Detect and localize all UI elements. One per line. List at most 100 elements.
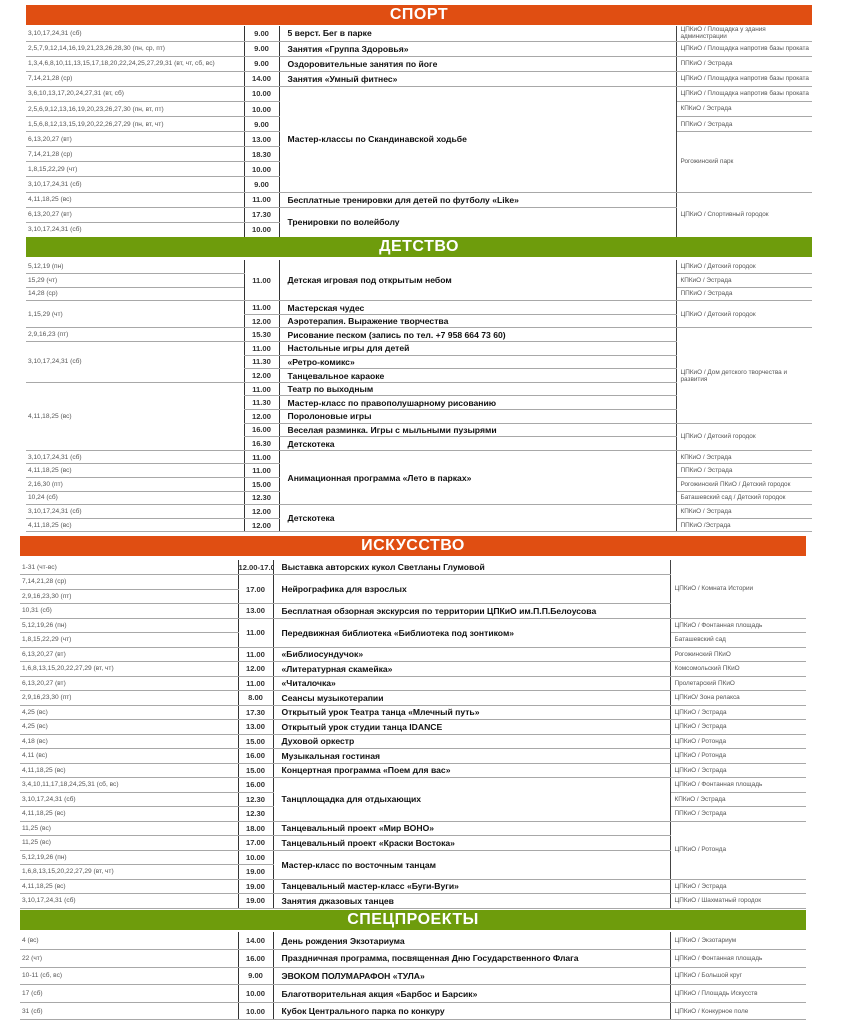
date-cell: 4,11,18,25 (вс)	[26, 463, 244, 478]
date-cell: 3,6,10,13,17,20,24,27,31 (вт, сб)	[26, 86, 244, 102]
time-cell: 10.00	[243, 161, 280, 178]
date-cell: 11,25 (вс)	[20, 821, 238, 836]
venue-cell: ЦПКиО / Эстрада	[670, 719, 806, 735]
time-cell: 10.00	[243, 86, 280, 102]
table-row: 4,11,18,25 (вс) 12.30 ППКиО / Эстрада	[20, 806, 806, 822]
venue-cell: ЦПКиО / Эстрада	[670, 879, 806, 894]
event-cell: Открытый урок Театра танца «Млечный путь…	[273, 705, 671, 720]
venue-cell: КПКиО / Эстрада	[676, 450, 812, 465]
date-cell: 4,25 (вс)	[20, 719, 238, 735]
event-cell: Танцевальное караоке	[279, 368, 677, 383]
time-cell: 9.00	[243, 56, 280, 72]
event-cell: ЭВОКОМ ПОЛУМАРАФОН «ТУЛА»	[273, 967, 671, 986]
table-row: 12.00 Аэротерапия. Выражение творчества	[26, 314, 812, 329]
date-cell: 5,12,19 (пн)	[26, 260, 244, 275]
time-cell: 11.00	[243, 260, 280, 302]
time-cell: 11.00	[237, 618, 274, 648]
date-cell: 6,13,20,27 (вт)	[20, 676, 238, 691]
event-cell: Благотворительная акция «Барбос и Барсик…	[273, 984, 671, 1003]
time-cell: 11.30	[243, 395, 280, 411]
date-cell: 7,14,21,28 (ср)	[26, 146, 244, 163]
date-cell: 2,9,16,23,30 (пт)	[20, 690, 238, 706]
time-cell: 11.00	[243, 341, 280, 356]
time-cell: 12.00	[243, 368, 280, 383]
table-row: 4,11,18,25 (вс) 11.00 ППКиО / Эстрада	[26, 463, 812, 478]
date-cell: 6,13,20,27 (вт)	[26, 207, 244, 223]
table-row: 5,12,19,26 (пн) 10.00 Мастер-класс по вост…	[20, 850, 806, 880]
table-row: 6,13,20,27 (вт) 13.00 Рогожинский парк	[26, 131, 812, 193]
time-cell: 10.00	[237, 1002, 274, 1021]
table-row: 16.00 Веселая разминка. Игры с мыльными п…	[26, 423, 812, 451]
venue-cell: Баташевский сад	[670, 632, 806, 648]
table-row: 2,9,16,23 (пт) 15.30 Рисование песком (зап…	[26, 327, 812, 424]
date-cell: 3,10,17,24,31 (сб)	[20, 893, 238, 909]
event-cell: Детская игровая под открытым небом	[279, 260, 677, 302]
venue-cell: ЦПКиО / Площадка напротив базы проката	[676, 71, 812, 87]
time-cell: 10.00	[237, 984, 274, 1003]
date-cell: 2,9,16,23 (пт)	[26, 327, 244, 343]
event-cell: Мастер-класс по правополушарному рисован…	[279, 395, 677, 411]
venue-cell: ЦПКиО / Экзотариум	[670, 932, 806, 951]
table-row: 4,11,18,25 (вс) 11.00 Театр по выходным	[26, 382, 812, 451]
event-cell: Праздничная программа, посвященная Дню Г…	[273, 949, 671, 968]
table-row: 1,15,29 (чт) 11.00 Мастерская чудес ЦПКиО /…	[26, 300, 812, 329]
venue-cell: ЦПКиО / Большой круг	[670, 967, 806, 986]
time-cell: 11.00	[237, 647, 274, 662]
time-cell: 16.00	[237, 777, 274, 793]
table-row: 22 (чт) 16.00 Праздничная программа, посвя…	[20, 949, 806, 968]
table-row: 6,13,20,27 (вт) 17.30 Тренировки по волейб…	[26, 207, 812, 238]
table-row: 1-31 (чт-вс)12.00-17.00Выставка авторски…	[20, 560, 806, 619]
event-cell: «Библиосундучок»	[273, 647, 671, 662]
table-row: 2,9,16,23,30 (пт)	[20, 589, 806, 604]
date-cell: 31 (сб)	[20, 1002, 238, 1021]
time-cell: 12.00	[237, 661, 274, 677]
table-row: 11,25 (вс) 18.00 Танцевальный проект «Мир …	[20, 821, 806, 880]
table-row: 1,5,6,8,12,13,15,19,20,22,26,27,29 (пн, …	[26, 116, 812, 133]
event-cell: Танцевальный проект «Краски Востока»	[273, 835, 671, 851]
date-cell: 7,14,21,28 (ср)	[20, 574, 238, 590]
time-cell: 12.00	[243, 518, 280, 533]
venue-cell: ППКиО / Эстрада	[670, 806, 806, 822]
time-cell: 15.30	[243, 327, 280, 343]
event-cell: Бесплатные тренировки для детей по футбо…	[279, 192, 677, 208]
table-row: 2,16,30 (пт) 15.00 Рогожинский ПКиО / Детс…	[26, 477, 812, 492]
time-cell: 12.00	[243, 314, 280, 329]
event-cell: «Читалочка»	[273, 676, 671, 691]
venue-cell: ЦПКиО / Шахматный городок	[670, 893, 806, 909]
event-cell: Танцевальный мастер-класс «Буги-Вуги»	[273, 879, 671, 894]
table-row: 1,6,8,13,15,20,22,27,29 (вт, чт) 19.00	[20, 864, 806, 880]
table-row: 10,24 (сб) 12.30 Баташевский сад / Детский…	[26, 491, 812, 506]
section-header: ДЕТСТВО	[26, 237, 812, 257]
time-cell: 11.00	[243, 192, 280, 208]
table-row: 3,10,17,24,31 (сб) 19.00 Занятия джазовых …	[20, 893, 806, 909]
event-cell: Настольные игры для детей	[279, 341, 677, 356]
event-cell: Рисование песком (запись по тел. +7 958 …	[279, 327, 677, 343]
event-cell: Оздоровительные занятия по йоге	[279, 56, 677, 72]
date-cell: 2,5,7,9,12,14,16,19,21,23,26,28,30 (пн, …	[26, 41, 244, 57]
time-cell: 12.30	[237, 806, 274, 822]
event-cell: Занятия «Умный фитнес»	[279, 71, 677, 87]
time-cell: 11.30	[243, 355, 280, 370]
date-cell: 10,24 (сб)	[26, 491, 244, 506]
event-cell: Бесплатная обзорная экскурсия по террито…	[273, 603, 671, 619]
time-cell: 16.00	[237, 949, 274, 968]
event-cell: «Ретро-комикс»	[279, 355, 677, 370]
time-cell: 10.00	[243, 101, 280, 118]
section-childhood: ДЕТСТВО 5,12,19 (пн) 11.00 Детская игровая …	[26, 237, 812, 533]
venue-cell: ППКиО / Эстрада	[676, 116, 812, 133]
event-cell: Детскотека	[279, 436, 677, 451]
event-cell: Передвижная библиотека «Библиотека под з…	[273, 618, 671, 648]
table-row: 4,18 (вс) 15.00 Духовой оркестр ЦПКиО / Рот…	[20, 734, 806, 749]
table-row: 4,25 (вс) 13.00 Открытый урок студии танца…	[20, 719, 806, 735]
date-cell: 22 (чт)	[20, 949, 238, 968]
date-cell: 2,9,16,23,30 (пт)	[20, 589, 238, 604]
event-cell: Духовой оркестр	[273, 734, 671, 749]
event-cell: Музыкальная гостиная	[273, 748, 671, 764]
time-cell: 10.00	[243, 222, 280, 238]
date-cell: 4,11,18,25 (вс)	[26, 192, 244, 208]
time-cell: 9.00	[243, 41, 280, 57]
table-row: 31 (сб) 10.00 Кубок Центрального парка по …	[20, 1002, 806, 1021]
table-row: 4,11 (вс) 16.00 Музыкальная гостиная ЦПКиО …	[20, 748, 806, 764]
event-cell: Нейрографика для взрослых	[273, 574, 671, 604]
table-row: 2,5,6,9,12,13,16,19,20,23,26,27,30 (пн, …	[26, 101, 812, 118]
